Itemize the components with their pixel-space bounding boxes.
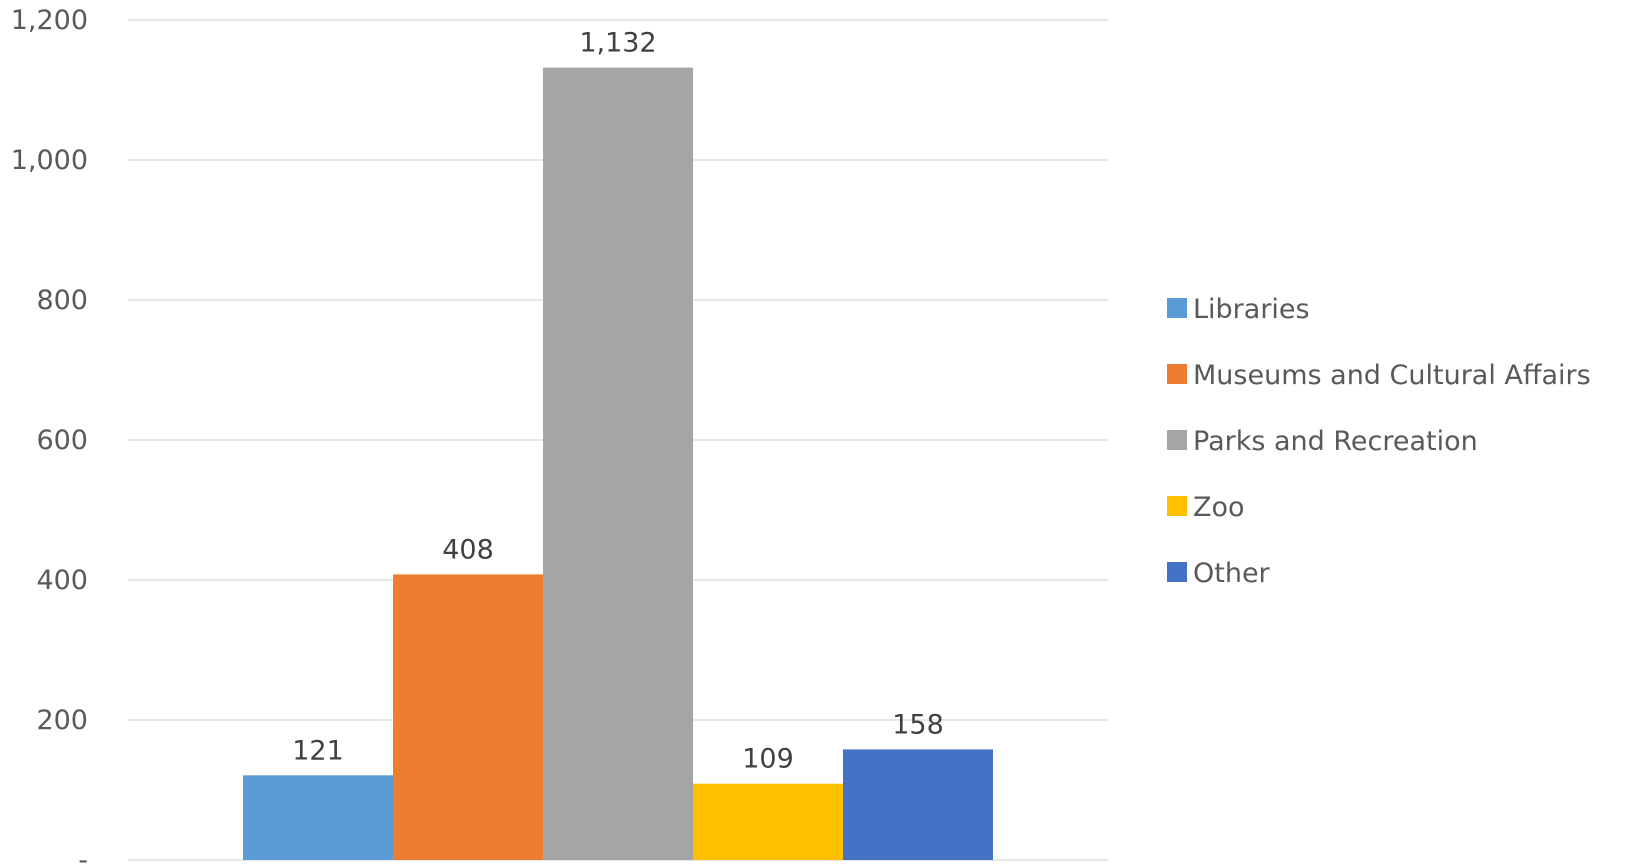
bar-parks-and-recreation bbox=[543, 67, 693, 861]
legend-label: Other bbox=[1193, 558, 1271, 589]
data-label: 121 bbox=[292, 735, 344, 766]
y-tick-label: 1,000 bbox=[11, 145, 88, 176]
data-labels: 121 408 1,132 109 158 bbox=[292, 28, 944, 775]
bars bbox=[243, 67, 993, 861]
bar-other bbox=[843, 749, 993, 860]
legend-swatch bbox=[1167, 496, 1187, 516]
legend-item: Other bbox=[1167, 558, 1271, 589]
data-label: 158 bbox=[892, 709, 944, 740]
legend-swatch bbox=[1167, 364, 1187, 384]
data-label: 408 bbox=[442, 534, 494, 565]
legend-item: Museums and Cultural Affairs bbox=[1167, 360, 1591, 391]
y-tick-label: 200 bbox=[36, 705, 88, 736]
data-label: 1,132 bbox=[579, 28, 656, 59]
y-tick-label: 1,200 bbox=[11, 5, 88, 36]
y-tick-label: 600 bbox=[36, 425, 88, 456]
legend-item: Libraries bbox=[1167, 294, 1310, 325]
bar-zoo bbox=[693, 783, 843, 860]
legend-swatch bbox=[1167, 298, 1187, 318]
y-tick-label: 400 bbox=[36, 565, 88, 596]
legend-label: Zoo bbox=[1193, 492, 1245, 523]
legend-swatch bbox=[1167, 562, 1187, 582]
y-tick-label: 800 bbox=[36, 285, 88, 316]
legend-label: Libraries bbox=[1193, 294, 1310, 325]
y-axis-tick-labels: - 200 400 600 800 1,000 1,200 bbox=[11, 5, 88, 865]
y-tick-label: - bbox=[78, 845, 88, 865]
legend-label: Parks and Recreation bbox=[1193, 426, 1478, 457]
bar-museums-and-cultural-affairs bbox=[393, 574, 543, 860]
bar-libraries bbox=[243, 775, 393, 860]
legend-label: Museums and Cultural Affairs bbox=[1193, 360, 1591, 391]
legend-item: Zoo bbox=[1167, 492, 1245, 523]
legend: Libraries Museums and Cultural Affairs Par… bbox=[1167, 294, 1591, 589]
legend-item: Parks and Recreation bbox=[1167, 426, 1478, 457]
data-label: 109 bbox=[742, 744, 794, 775]
legend-swatch bbox=[1167, 430, 1187, 450]
